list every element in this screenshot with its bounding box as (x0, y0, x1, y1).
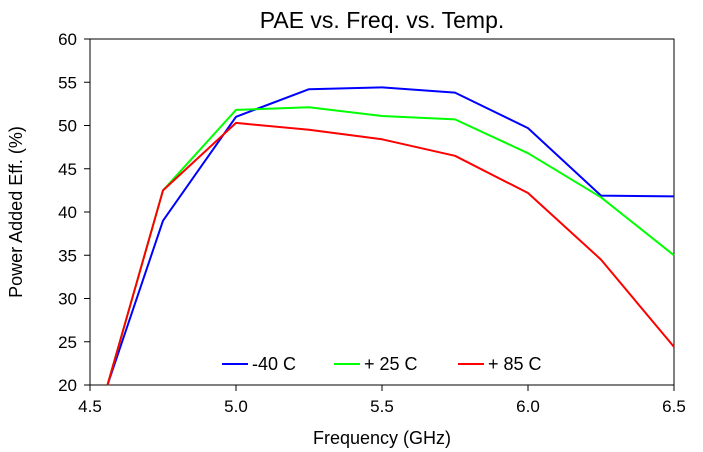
legend-label: -40 C (252, 354, 296, 374)
y-axis: 20 25 30 35 40 45 50 55 60 (58, 30, 90, 395)
series-line-2 (106, 106, 675, 386)
legend: -40 C + 25 C + 85 C (222, 354, 542, 374)
x-tick-label: 5.0 (224, 397, 248, 416)
y-tick-label: 35 (58, 246, 77, 265)
y-tick-label: 40 (58, 203, 77, 222)
x-tick-label: 4.5 (78, 397, 102, 416)
x-axis-title: Frequency (GHz) (313, 428, 451, 448)
x-tick-label: 5.5 (370, 397, 394, 416)
x-axis: 4.5 5.0 5.5 6.0 6.5 (78, 385, 686, 416)
y-tick-label: 60 (58, 30, 77, 49)
y-tick-label: 50 (58, 117, 77, 136)
chart-title: PAE vs. Freq. vs. Temp. (260, 7, 505, 33)
x-tick-label: 6.0 (516, 397, 540, 416)
y-tick-label: 45 (58, 160, 77, 179)
y-tick-label: 25 (58, 333, 77, 352)
legend-label: + 25 C (364, 354, 418, 374)
y-tick-label: 20 (58, 376, 77, 395)
x-tick-label: 6.5 (662, 397, 686, 416)
y-tick-label: 30 (58, 290, 77, 309)
series-line-3 (106, 121, 675, 386)
plot-area-frame (89, 38, 675, 386)
y-axis-title: Power Added Eff. (%) (6, 126, 26, 298)
series-line-1 (106, 86, 675, 386)
series-layer (106, 86, 675, 386)
legend-label: + 85 C (488, 354, 542, 374)
y-tick-label: 55 (58, 73, 77, 92)
